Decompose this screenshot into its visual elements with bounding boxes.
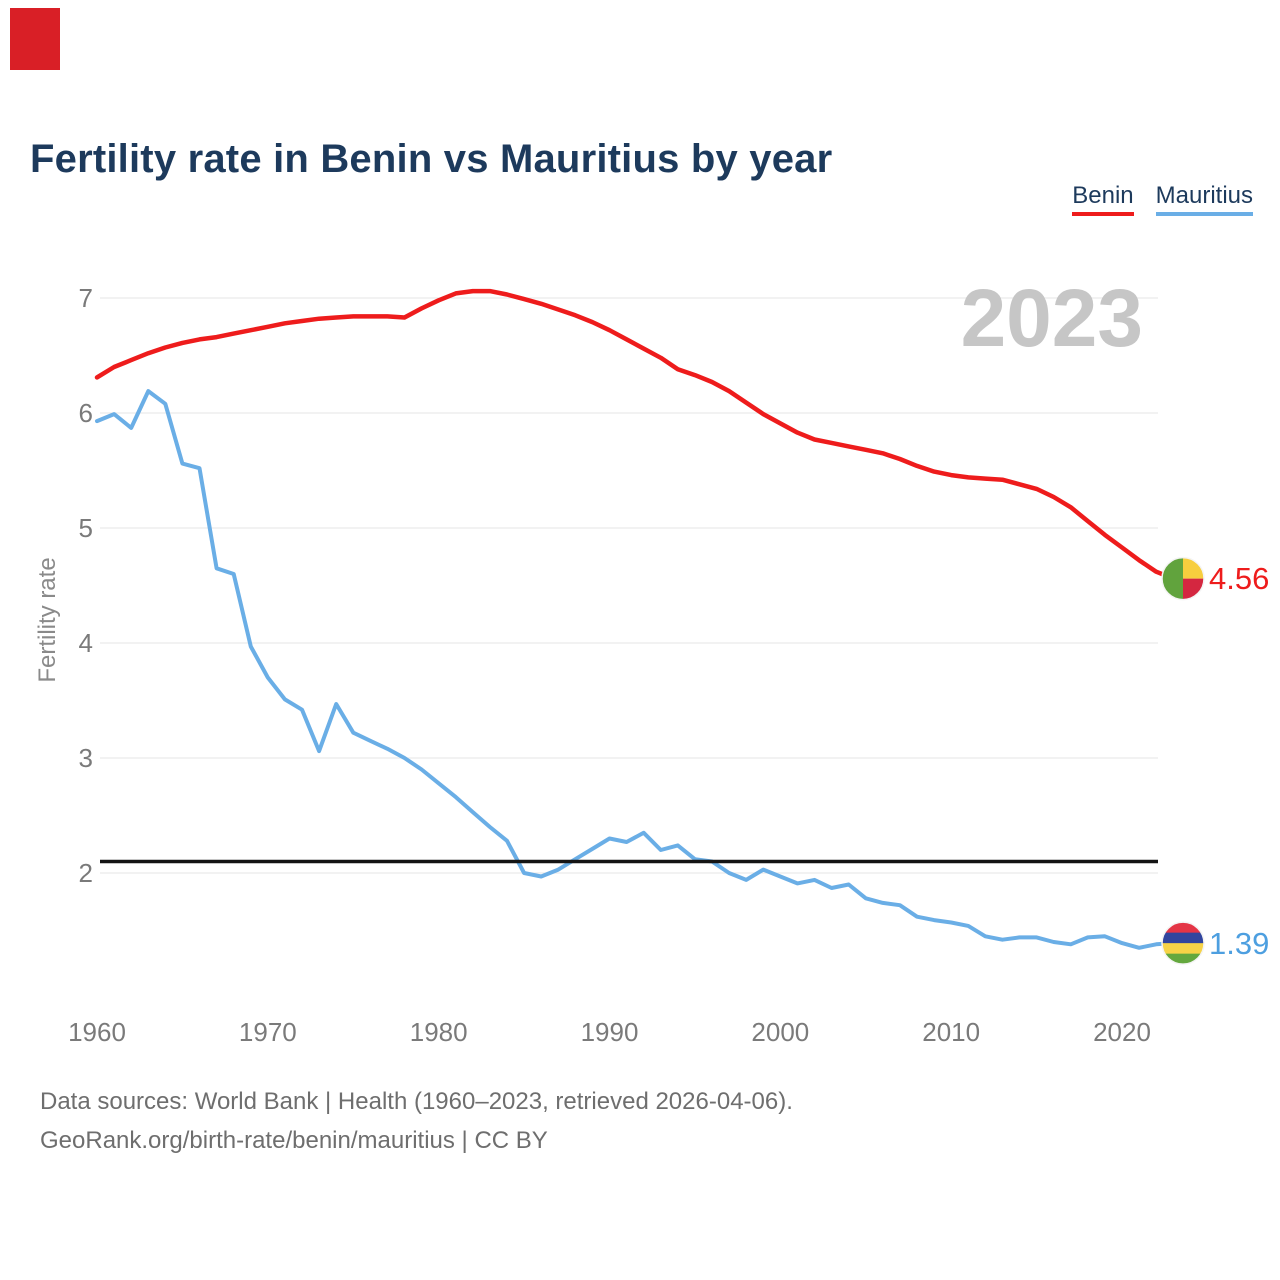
legend-label-mauritius: Mauritius [1155,182,1253,209]
page-title: Fertility rate in Benin vs Mauritius by … [30,136,833,181]
benin-end-value-label: 4.56 [1209,561,1270,596]
mauritius-end-value-label: 1.39 [1209,926,1270,961]
legend: Benin Mauritius [1072,182,1253,217]
y-tick-7: 7 [79,283,93,313]
x-tick-1980: 1980 [410,1017,468,1047]
legend-item-benin[interactable]: Benin [1072,182,1134,217]
x-tick-1970: 1970 [239,1017,297,1047]
legend-label-benin: Benin [1072,182,1134,209]
data-source-line: Data sources: World Bank | Health (1960–… [40,1088,793,1115]
mauritius-flag-icon [1161,921,1205,965]
corner-marker [10,8,60,70]
series-line-benin [94,288,1176,581]
benin-flag-icon [1162,557,1183,600]
x-tick-2020: 2020 [1093,1017,1151,1047]
x-tick-1990: 1990 [581,1017,639,1047]
x-tick-2010: 2010 [922,1017,980,1047]
y-tick-6: 6 [79,398,93,428]
benin-flag-icon [1161,556,1205,601]
y-tick-2: 2 [79,858,93,888]
x-tick-2000: 2000 [751,1017,809,1047]
legend-item-mauritius[interactable]: Mauritius [1155,182,1253,217]
x-tick-1960: 1960 [68,1017,126,1047]
y-tick-3: 3 [79,743,93,773]
benin-flag-icon [1183,578,1204,600]
year-watermark: 2023 [961,273,1143,364]
mauritius-flag-icon [1162,922,1204,965]
benin-flag-icon [1183,557,1204,579]
series-line-mauritius [95,389,1176,950]
y-tick-5: 5 [79,513,93,543]
y-tick-4: 4 [79,628,93,658]
attribution-line: GeoRank.org/birth-rate/benin/mauritius |… [40,1127,548,1154]
